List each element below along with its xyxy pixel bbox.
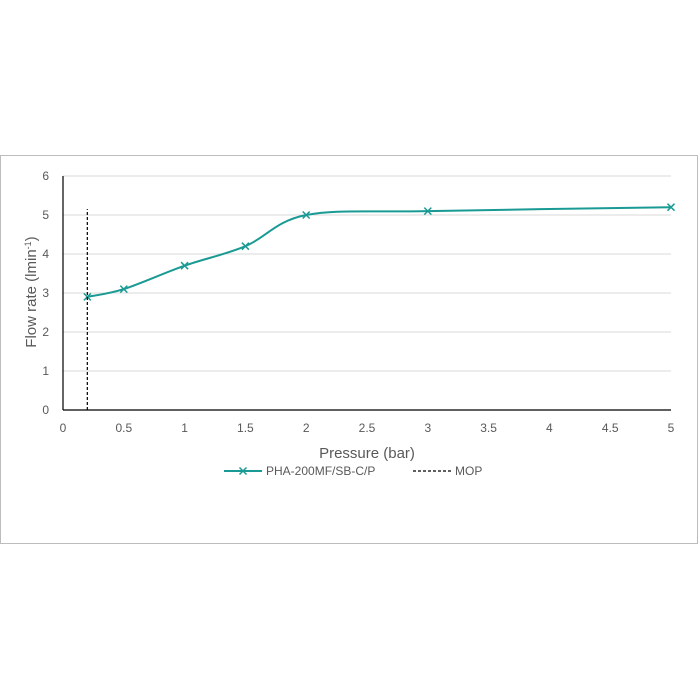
y-tick-label-2: 2: [42, 325, 49, 339]
series: [83, 203, 676, 410]
y-tick-label-3: 3: [42, 286, 49, 300]
y-tick-label-4: 4: [42, 247, 49, 261]
data-point-0-2: [180, 261, 189, 270]
x-tick-label-9: 4.5: [602, 421, 619, 435]
data-point-marker-stroke-b: [666, 203, 676, 212]
grid-lines: [63, 175, 671, 372]
data-point-marker-stroke-b: [83, 292, 92, 301]
data-point-marker-stroke-b: [423, 207, 432, 216]
x-tick-label-5: 2.5: [359, 421, 376, 435]
x-tick-label-7: 3.5: [480, 421, 497, 435]
data-point-0-3: [241, 242, 250, 251]
y-tick-label-0: 0: [42, 403, 49, 417]
data-point-0-0: [83, 292, 92, 301]
tick-labels: 0 1 2 3 4 5 6 0 0.5 1 1.5 2 2.5 3 3.5 4 4.5 5: [42, 169, 674, 435]
x-tick-label-3: 1.5: [237, 421, 254, 435]
y-axis-title-main: Flow rate (lmin: [23, 249, 40, 347]
data-point-marker-stroke-b: [241, 242, 250, 251]
x-tick-label-1: 0.5: [115, 421, 132, 435]
x-axis-title: Pressure (bar): [319, 445, 415, 462]
x-tick-label-2: 1: [181, 421, 188, 435]
data-point-0-6: [666, 203, 676, 212]
y-axis-title-close: ): [23, 236, 40, 241]
y-axis-title-superscript: -1: [23, 241, 33, 249]
axes: [62, 176, 671, 411]
x-tick-label-6: 3: [424, 421, 431, 435]
series-line-0: [87, 206, 672, 298]
data-point-marker-stroke-b: [119, 285, 128, 294]
y-tick-label-5: 5: [42, 208, 49, 222]
chart-frame: [0, 155, 698, 544]
legend-label-mop: MOP: [455, 464, 482, 478]
x-tick-label-8: 4: [546, 421, 553, 435]
y-axis-title: Flow rate (lmin-1): [23, 236, 40, 347]
data-point-marker-stroke-b: [180, 261, 189, 270]
legend: PHA-200MF/SB-C/P MOP: [224, 464, 482, 478]
y-tick-label-1: 1: [42, 364, 49, 378]
data-point-marker-stroke-b: [302, 210, 311, 220]
data-point-0-5: [423, 207, 432, 216]
x-tick-label-10: 5: [668, 421, 675, 435]
data-point-0-4: [302, 210, 311, 220]
legend-marker-pha: [238, 466, 248, 476]
legend-label-pha: PHA-200MF/SB-C/P: [266, 464, 375, 478]
x-tick-label-4: 2: [303, 421, 310, 435]
data-point-0-1: [119, 285, 128, 294]
y-tick-label-6: 6: [42, 169, 49, 183]
x-tick-label-0: 0: [60, 421, 67, 435]
